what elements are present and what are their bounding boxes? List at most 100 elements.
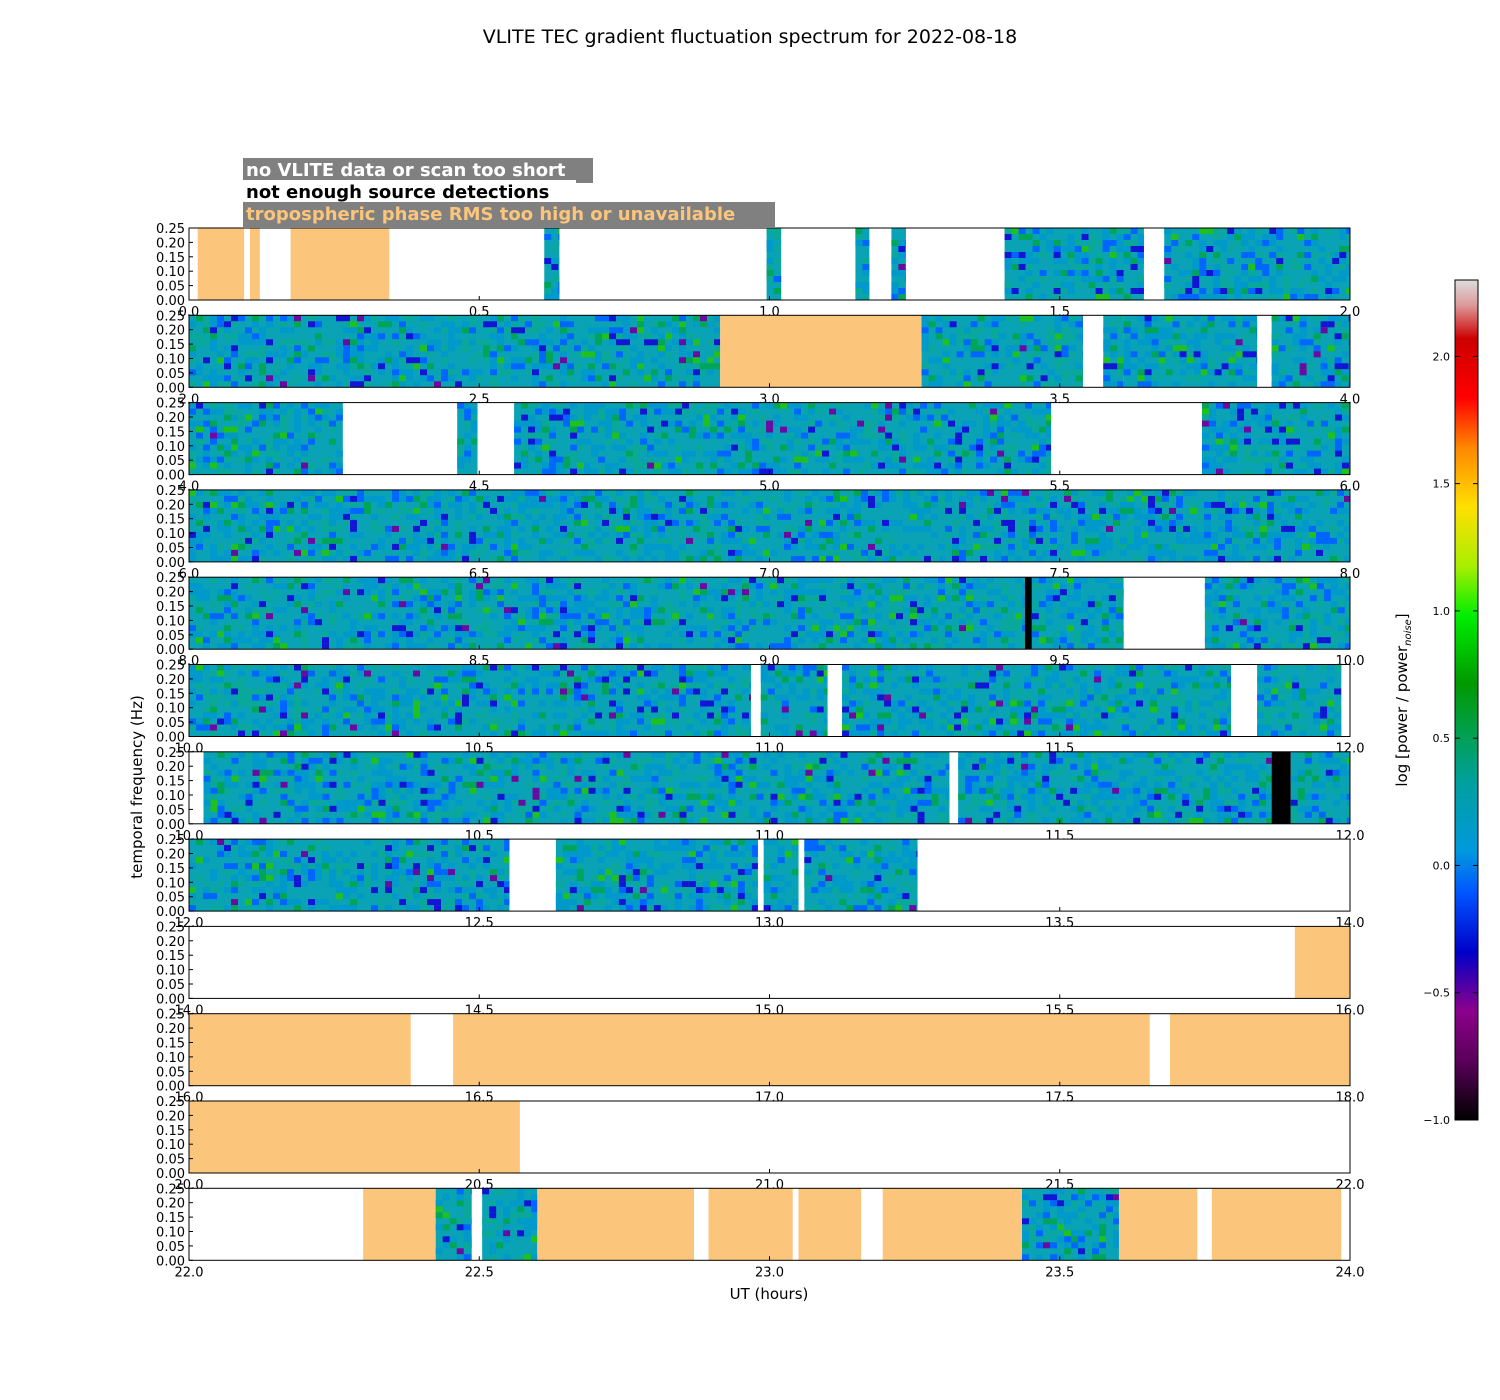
spectrum-cell	[819, 555, 826, 562]
spectrum-cell	[336, 537, 343, 544]
spectrum-cell	[511, 625, 518, 632]
spectrum-cell	[808, 444, 816, 451]
spectrum-cell	[588, 375, 595, 382]
spectrum-cell	[721, 637, 728, 644]
spectrum-cell	[658, 607, 665, 614]
spectrum-cell	[196, 369, 203, 376]
spectrum-cell	[521, 414, 529, 421]
spectrum-cell	[630, 333, 637, 340]
spectrum-cell	[1190, 537, 1197, 544]
spectrum-cell	[721, 489, 728, 496]
spectrum-cell	[749, 601, 756, 608]
spectrum-cell	[805, 519, 812, 526]
spectrum-cell	[714, 513, 721, 520]
spectrum-cell	[1031, 583, 1039, 590]
spectrum-cell	[1253, 595, 1261, 602]
spectrum-cell	[1074, 270, 1082, 276]
spectrum-cell	[980, 607, 987, 614]
spectrum-cell	[581, 351, 588, 358]
spectrum-cell	[714, 712, 721, 719]
spectrum-cell	[735, 525, 742, 532]
spectrum-cell	[1033, 345, 1041, 352]
spectrum-cell	[469, 369, 476, 376]
spectrum-cell	[984, 339, 992, 346]
spectrum-cell	[455, 555, 462, 562]
spectrum-cell	[795, 676, 803, 683]
spectrum-cell	[836, 402, 844, 409]
spectrum-cell	[826, 531, 833, 538]
spectrum-cell	[266, 676, 273, 683]
spectrum-cell	[1078, 519, 1085, 526]
spectrum-cell	[322, 637, 329, 644]
spectrum-cell	[549, 408, 557, 415]
spectrum-cell	[252, 381, 259, 388]
spectrum-cell	[658, 543, 665, 550]
spectrum-cell	[612, 426, 620, 433]
spectrum-cell	[780, 426, 788, 433]
spectrum-cell	[1201, 432, 1209, 439]
spectrum-cell	[878, 438, 886, 445]
spectrum-cell	[850, 438, 858, 445]
spectrum-cell	[700, 549, 707, 556]
spectrum-cell	[511, 583, 518, 590]
spectrum-cell	[434, 501, 441, 508]
spectrum-cell	[619, 444, 627, 451]
spectrum-cell	[595, 613, 602, 620]
spectrum-cell	[1164, 282, 1172, 288]
spectrum-cell	[777, 531, 784, 538]
spectrum-cell	[1005, 351, 1013, 358]
spectrum-cell	[392, 489, 399, 496]
spectrum-cell	[595, 730, 602, 737]
spectrum-cell	[1255, 276, 1263, 282]
spectrum-cell	[399, 369, 406, 376]
spectrum-cell	[1255, 282, 1263, 288]
spectrum-cell	[1344, 595, 1350, 602]
spectrum-cell	[1081, 234, 1089, 240]
spectrum-cell	[1186, 357, 1194, 364]
spectrum-cell	[1008, 643, 1015, 650]
spectrum-cell	[693, 489, 700, 496]
y-tick-label: 0.25	[156, 571, 185, 586]
spectrum-cell	[287, 450, 294, 457]
spectrum-cell	[1067, 270, 1075, 276]
spectrum-cell	[203, 339, 210, 346]
spectrum-cell	[1068, 351, 1076, 358]
spectrum-cell	[731, 408, 739, 415]
spectrum-cell	[1108, 643, 1116, 650]
y-tick-label: 0.00	[156, 643, 185, 658]
spectrum-cell	[203, 712, 210, 719]
spectrum-cell	[266, 525, 273, 532]
y-tick-label: 0.25	[156, 397, 185, 412]
spectrum-cell	[717, 408, 725, 415]
spectrum-cell	[1320, 444, 1328, 451]
spectrum-cell	[329, 631, 336, 638]
spectrum-cell	[1148, 525, 1155, 532]
spectrum-cell	[1031, 631, 1039, 638]
spectrum-cell	[598, 420, 606, 427]
spectrum-cell	[1211, 625, 1219, 632]
spectrum-cell	[1018, 420, 1026, 427]
spectrum-cell	[528, 456, 536, 463]
spectrum-cell	[1046, 426, 1052, 433]
spectrum-cell	[1269, 240, 1277, 246]
spectrum-cell	[420, 549, 427, 556]
spectrum-cell	[196, 670, 203, 677]
spectrum-cell	[654, 450, 662, 457]
data-segment	[1031, 577, 1124, 650]
spectrum-cell	[462, 543, 469, 550]
spectrum-cell	[1165, 345, 1173, 352]
spectrum-cell	[742, 537, 749, 544]
spectrum-cell	[1172, 357, 1180, 364]
spectrum-cell	[921, 369, 929, 376]
spectrum-cell	[938, 495, 945, 502]
spectrum-cell	[1344, 507, 1350, 514]
spectrum-cell	[651, 339, 658, 346]
spectrum-cell	[735, 555, 742, 562]
spectrum-cell	[539, 339, 546, 346]
spectrum-cell	[329, 426, 336, 433]
spectrum-cell	[686, 682, 693, 689]
spectrum-cell	[626, 450, 634, 457]
spectrum-cell	[231, 595, 238, 602]
spectrum-cell	[819, 543, 826, 550]
spectrum-cell	[658, 583, 665, 590]
